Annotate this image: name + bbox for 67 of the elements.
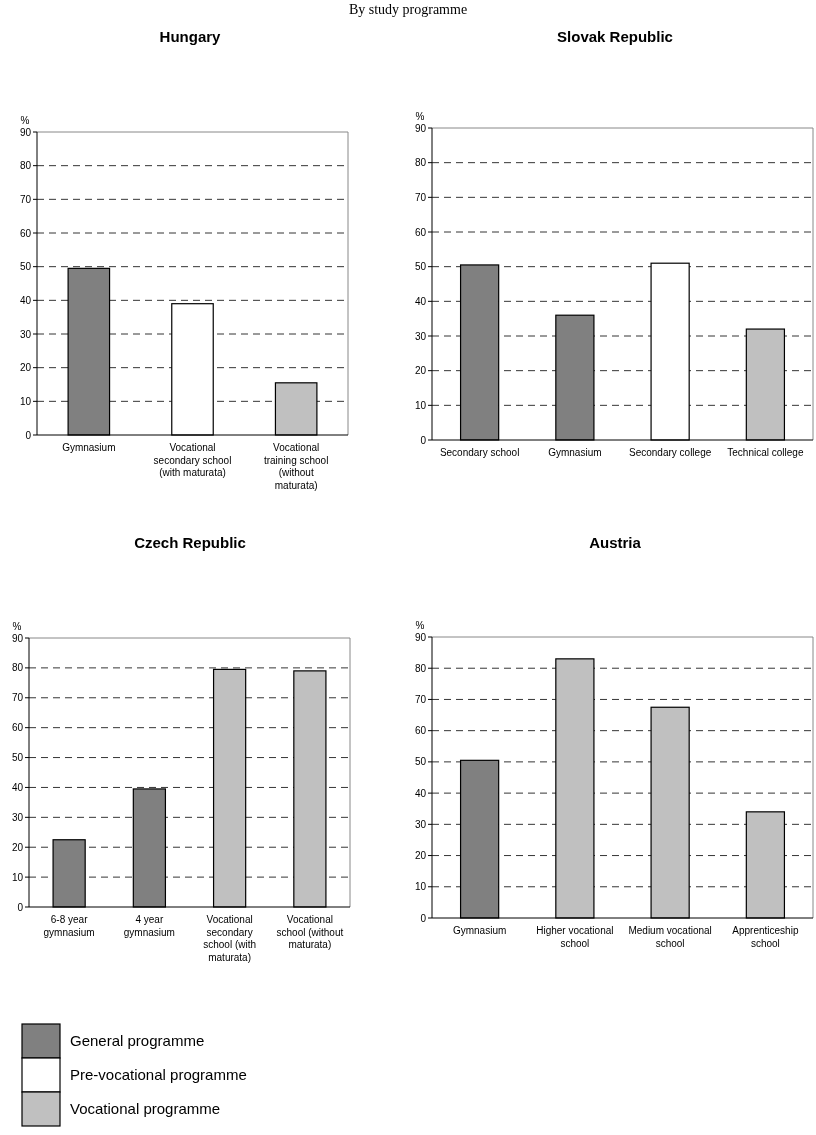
legend-label: Pre-vocational programme — [70, 1066, 247, 1084]
y-axis-title: % — [12, 621, 22, 632]
chart-title: Czech Republic — [134, 534, 246, 551]
y-tick-label: 80 — [414, 662, 427, 674]
x-tick-label: Medium vocational school — [628, 925, 712, 949]
x-tick-label: Vocational secondary school (with maturata) — [203, 914, 257, 963]
y-tick-label: 90 — [11, 632, 24, 644]
y-tick-label: 90 — [414, 122, 427, 134]
x-tick-label: Gymnasium — [452, 925, 507, 936]
y-tick-label: 30 — [414, 330, 427, 342]
y-tick-label: 40 — [414, 787, 427, 799]
text: By study programme — [348, 2, 468, 17]
y-tick-label: 0 — [17, 901, 24, 913]
y-tick-label: 20 — [11, 841, 24, 853]
y-axis-title: % — [20, 115, 30, 126]
x-tick-label: Gymnasium — [548, 447, 602, 458]
y-tick-label: 50 — [19, 261, 32, 273]
y-tick-label: 20 — [414, 365, 427, 377]
x-tick-label: Secondary college — [628, 447, 712, 458]
y-tick-label: 20 — [414, 850, 427, 862]
y-tick-label: 10 — [19, 395, 32, 407]
x-tick-label: 6-8 year gymnasium — [43, 914, 95, 938]
y-tick-label: 50 — [414, 261, 427, 273]
x-tick-label: Technical college — [727, 447, 804, 458]
y-tick-label: 10 — [414, 399, 427, 411]
y-tick-label: 20 — [19, 362, 32, 374]
y-tick-label: 60 — [19, 227, 32, 239]
y-tick-label: 70 — [11, 692, 24, 704]
y-tick-label: 40 — [414, 295, 427, 307]
x-tick-label: Higher vocational school — [536, 925, 614, 949]
legend-label: Vocational programme — [70, 1100, 221, 1118]
x-tick-label: Vocational school (without maturata) — [276, 914, 344, 950]
x-tick-label: Vocational secondary school (with maturata) — [153, 442, 232, 478]
y-axis-title: % — [415, 111, 425, 122]
y-tick-label: 50 — [11, 752, 24, 764]
y-tick-label: 10 — [414, 881, 427, 893]
y-tick-label: 80 — [19, 160, 32, 172]
y-tick-label: 40 — [11, 781, 24, 793]
y-tick-label: 40 — [19, 294, 32, 306]
y-tick-label: 30 — [19, 328, 32, 340]
x-tick-label: Gymnasium — [62, 442, 116, 453]
y-tick-label: 30 — [11, 811, 24, 823]
y-tick-label: 80 — [11, 662, 24, 674]
y-tick-label: 0 — [25, 429, 32, 441]
y-tick-label: 60 — [414, 725, 427, 737]
x-tick-label: Vocational training school (without maturata) — [263, 442, 329, 491]
y-tick-label: 0 — [420, 434, 427, 446]
chart-title: Austria — [589, 534, 642, 551]
y-tick-label: 90 — [19, 126, 32, 138]
chart-title: Hungary — [159, 28, 222, 45]
y-tick-label: 60 — [11, 722, 24, 734]
x-tick-label: Apprenticeship school — [732, 925, 799, 949]
x-tick-label: 4 year gymnasium — [123, 914, 175, 938]
y-tick-label: 90 — [414, 631, 427, 643]
y-axis-title: % — [415, 620, 425, 631]
y-tick-label: 70 — [414, 191, 427, 203]
x-tick-label: Secondary school — [439, 447, 520, 458]
y-tick-label: 80 — [414, 157, 427, 169]
y-tick-label: 60 — [414, 226, 427, 238]
y-tick-label: 50 — [414, 756, 427, 768]
y-tick-label: 0 — [420, 912, 427, 924]
legend-label: General programme — [70, 1032, 205, 1050]
chart-title: Slovak Republic — [557, 28, 673, 45]
y-tick-label: 30 — [414, 818, 427, 830]
y-tick-label: 70 — [19, 193, 32, 205]
y-tick-label: 10 — [11, 871, 24, 883]
y-tick-label: 70 — [414, 693, 427, 705]
